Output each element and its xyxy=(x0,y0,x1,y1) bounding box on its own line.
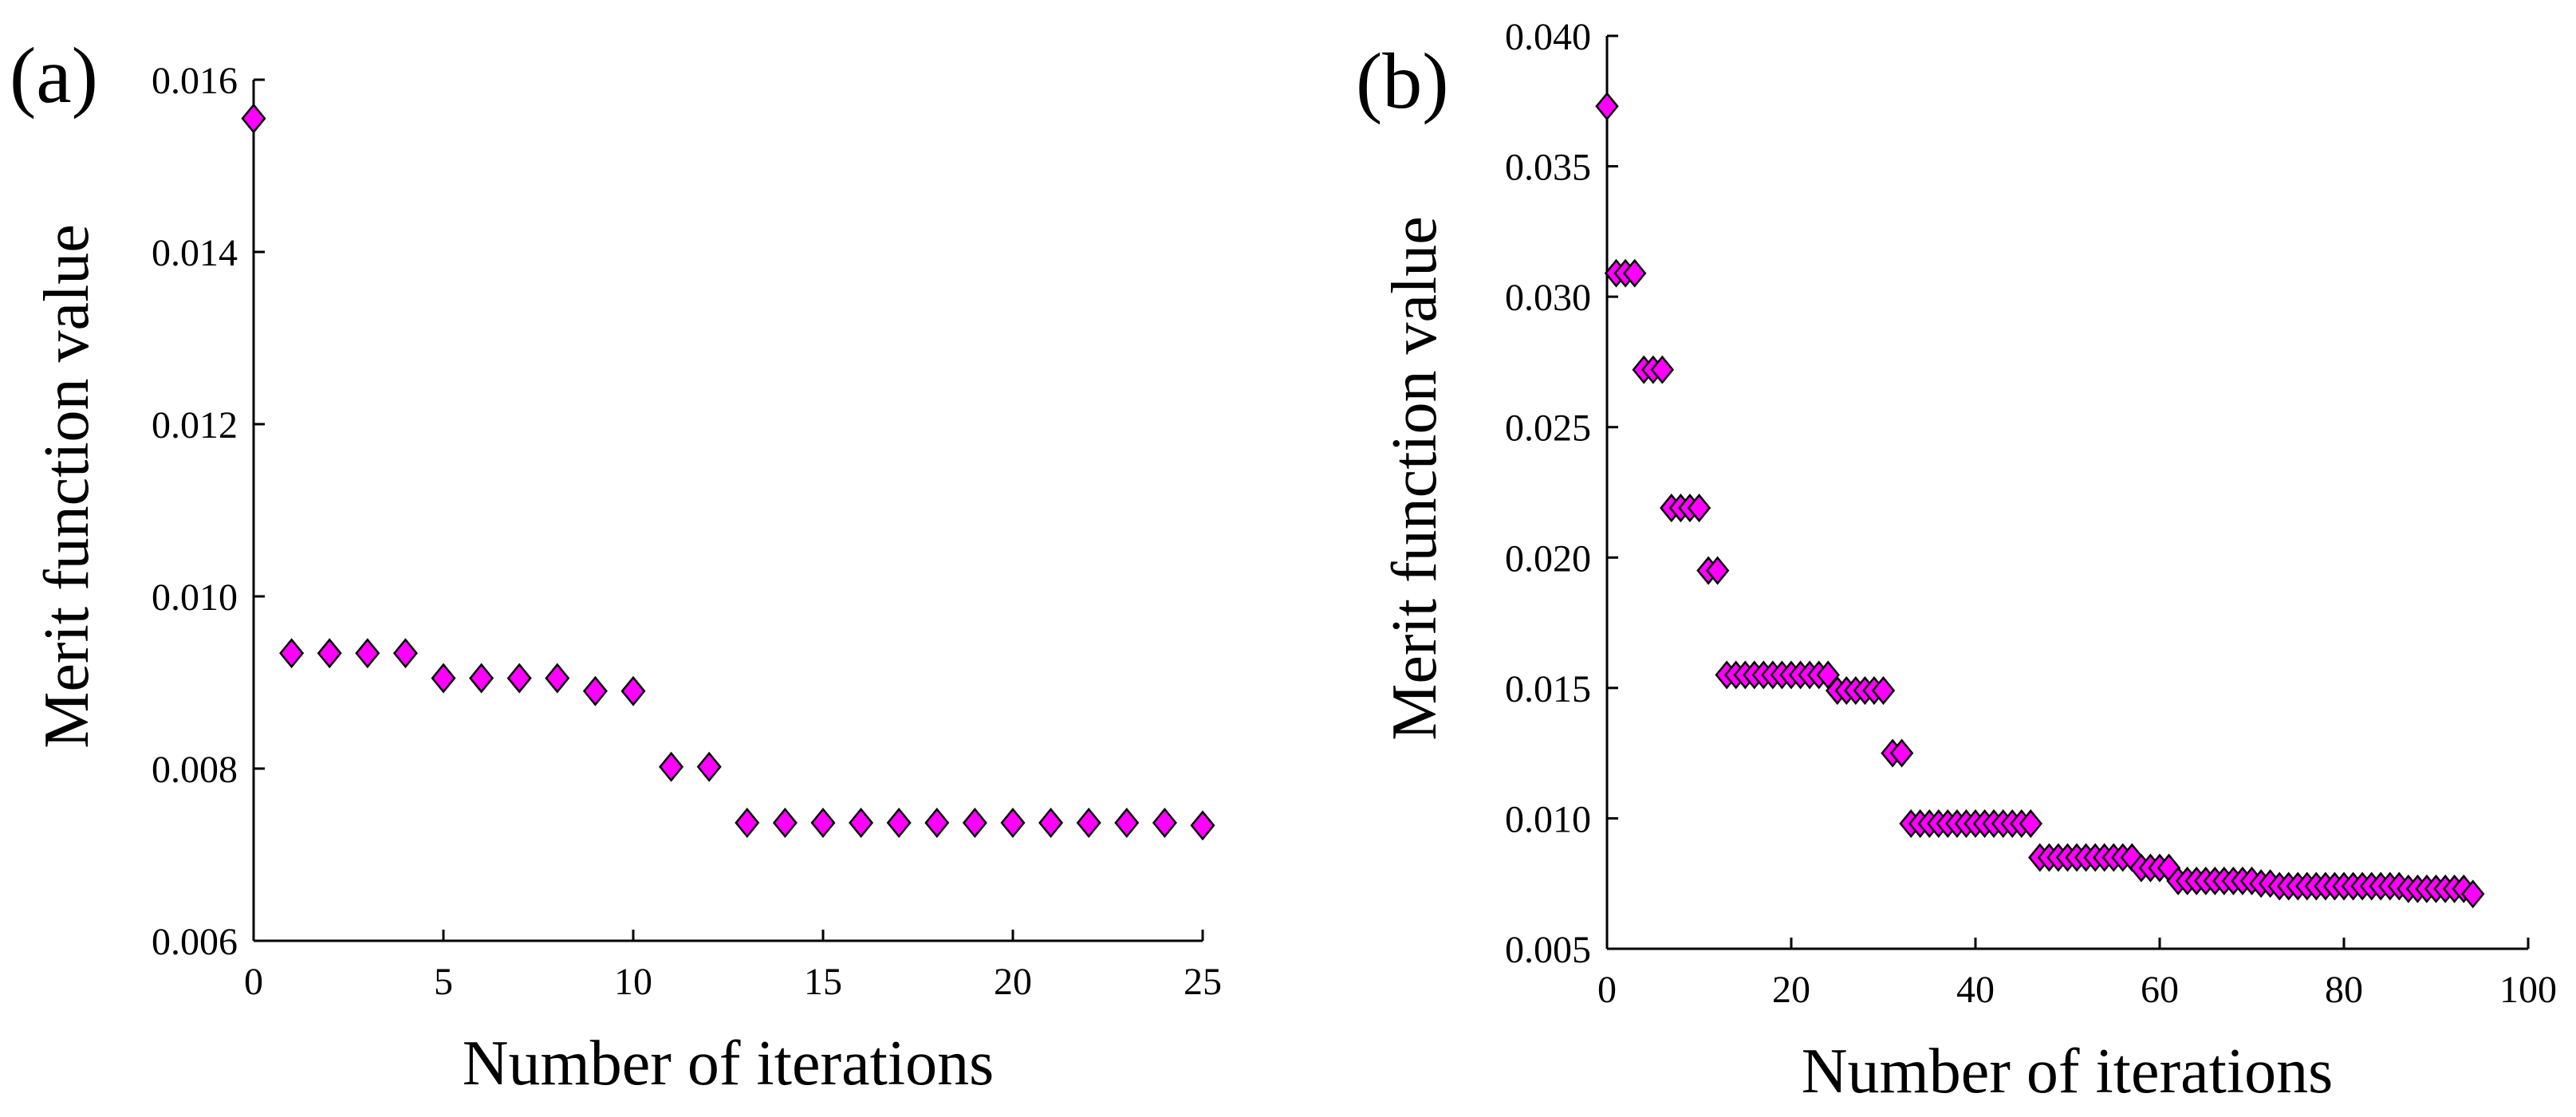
y-tick-label: 0.010 xyxy=(152,576,238,619)
x-tick-label: 80 xyxy=(2325,969,2363,1011)
data-point xyxy=(582,675,608,706)
data-point xyxy=(962,808,987,838)
data-point xyxy=(924,808,950,838)
data-point xyxy=(735,808,760,838)
panel-label: (b) xyxy=(1356,37,1449,125)
x-tick-label: 0 xyxy=(244,961,263,1003)
y-tick-label: 0.006 xyxy=(152,921,238,963)
panel-b: 0.005 0.010 0.015 0.020 0.025 0.030 0.035 0.040… xyxy=(1356,16,2557,1107)
data-point xyxy=(1595,92,1619,121)
y-tick-label: 0.010 xyxy=(1505,798,1591,840)
y-tick-label: 0.012 xyxy=(152,404,238,446)
data-point xyxy=(772,808,798,838)
y-tick-label: 0.030 xyxy=(1505,277,1591,319)
x-axis-title: Number of iterations xyxy=(463,1029,994,1099)
data-point xyxy=(696,751,722,782)
data-point xyxy=(1705,556,1730,585)
data-point xyxy=(1190,810,1215,841)
data-point xyxy=(2019,809,2043,838)
y-tick-label: 0.016 xyxy=(152,60,238,102)
y-tick-label: 0.014 xyxy=(152,232,238,274)
data-point xyxy=(317,638,342,669)
x-tick-label: 20 xyxy=(994,961,1032,1003)
data-point xyxy=(431,663,456,694)
y-tick-label: 0.025 xyxy=(1505,407,1591,450)
data-point xyxy=(1889,738,1914,768)
x-tick-label: 10 xyxy=(614,961,652,1003)
data-point xyxy=(392,638,418,669)
x-tick-label: 5 xyxy=(434,961,453,1003)
x-axis-title: Number of iterations xyxy=(1802,1036,2333,1107)
data-point xyxy=(1622,258,1647,288)
x-tick-label: 40 xyxy=(1956,969,1995,1011)
y-tick-label: 0.020 xyxy=(1505,537,1591,580)
data-point xyxy=(469,663,494,694)
data-point xyxy=(659,751,684,782)
data-point xyxy=(241,103,266,134)
data-point xyxy=(1871,676,1896,706)
data-point xyxy=(620,675,646,706)
x-tick-label: 25 xyxy=(1184,961,1222,1003)
data-point xyxy=(1038,808,1064,838)
data-point xyxy=(355,638,380,669)
data-point xyxy=(886,808,912,838)
y-axis-title: Merit function value xyxy=(1380,216,1450,741)
data-point xyxy=(279,638,305,669)
x-tick-label: 0 xyxy=(1597,969,1617,1011)
data-point xyxy=(810,808,836,838)
y-axis-title: Merit function value xyxy=(32,224,102,749)
x-tick-label: 60 xyxy=(2141,969,2179,1011)
data-point xyxy=(1076,808,1101,838)
y-tick-label: 0.015 xyxy=(1505,668,1591,710)
data-point xyxy=(506,663,532,694)
y-tick-label: 0.008 xyxy=(152,749,238,791)
data-point xyxy=(1114,808,1140,838)
data-point xyxy=(849,808,874,838)
data-point xyxy=(2460,879,2485,909)
x-tick-label: 100 xyxy=(2499,969,2557,1011)
y-tick-label: 0.005 xyxy=(1505,929,1591,971)
y-tick-label: 0.040 xyxy=(1505,16,1591,58)
data-point xyxy=(1687,494,1711,523)
data-point xyxy=(1000,808,1026,838)
data-point xyxy=(1650,355,1675,384)
x-tick-label: 15 xyxy=(804,961,842,1003)
x-tick-label: 20 xyxy=(1772,969,1810,1011)
data-point xyxy=(545,663,570,694)
y-tick-label: 0.035 xyxy=(1505,147,1591,189)
data-point xyxy=(1152,808,1177,838)
panel-a: 0.006 0.008 0.010 0.012 0.014 0.016 0 5 10 15 20 25… xyxy=(10,31,1222,1099)
panel-label: (a) xyxy=(10,31,98,120)
